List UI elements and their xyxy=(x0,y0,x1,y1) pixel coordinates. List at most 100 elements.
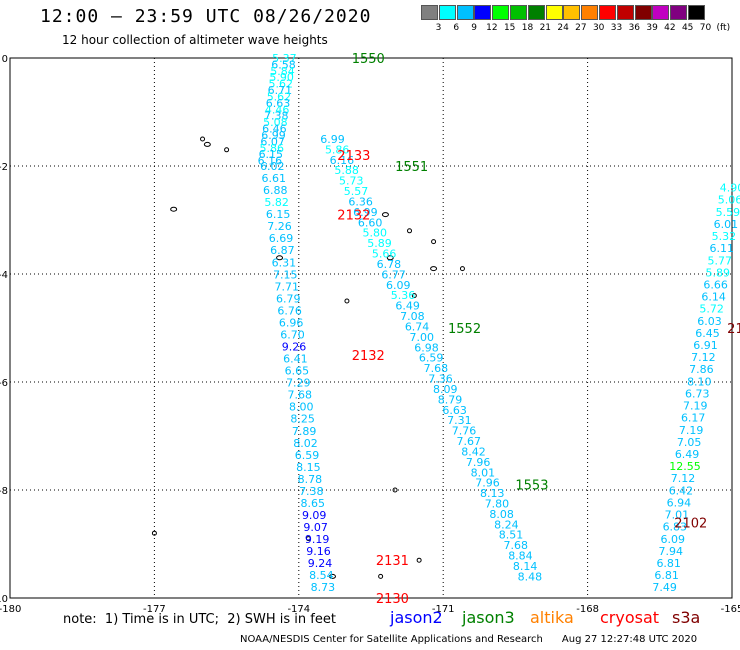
wave-height-value: 5.37 xyxy=(272,52,297,65)
wave-height-value: 8.10 xyxy=(687,375,712,388)
x-tick-label: -177 xyxy=(143,604,166,615)
wave-height-value: 7.68 xyxy=(288,389,313,402)
satellite-legend-item: jason2 xyxy=(390,608,443,627)
wave-height-value: 7.00 xyxy=(410,331,435,344)
island-outline xyxy=(276,255,284,261)
scale-label: (ft) xyxy=(716,23,731,33)
map-frame xyxy=(9,57,733,599)
scale-label: 36 xyxy=(628,23,641,33)
wave-height-value: 7.38 xyxy=(299,485,324,498)
wave-height-value: 6.11 xyxy=(710,242,735,255)
scale-label: 18 xyxy=(521,23,534,33)
wave-height-value: 5.06 xyxy=(718,194,740,207)
pass-time-label: 2132 xyxy=(337,209,370,224)
wave-height-value: 6.76 xyxy=(277,304,302,317)
wave-height-value: 6.15 xyxy=(266,208,291,221)
wave-height-value: 6.42 xyxy=(669,484,694,497)
island-outline xyxy=(328,573,336,579)
wave-height-value: 8.42 xyxy=(461,445,486,458)
wave-height-value: 6.07 xyxy=(260,135,285,148)
wave-height-value: 8.02 xyxy=(293,437,318,450)
y-tick-label: -8 xyxy=(0,486,8,497)
scale-swatch xyxy=(545,5,563,20)
wave-height-value: 7.76 xyxy=(452,425,477,438)
wave-height-value: 5.62 xyxy=(269,78,294,91)
wave-height-value: 6.61 xyxy=(262,172,287,185)
y-tick-label: -2 xyxy=(0,162,8,173)
wave-height-value: 12.55 xyxy=(669,460,701,473)
pass-time-label: 21 xyxy=(727,322,740,337)
wave-height-value: 6.49 xyxy=(675,448,700,461)
scale-swatch xyxy=(581,5,599,20)
wave-height-value: 9.09 xyxy=(302,509,327,522)
wave-height-value: 5.57 xyxy=(344,185,369,198)
wave-height-value: 5.77 xyxy=(707,254,732,267)
pass-time-label: 2130 xyxy=(376,592,409,607)
scale-swatch xyxy=(688,5,705,20)
wave-height-value: 5.89 xyxy=(367,237,392,250)
satellite-legend-item: jason3 xyxy=(462,608,515,627)
island-outline xyxy=(431,239,437,245)
wave-height-value: 7.05 xyxy=(677,436,702,449)
wave-height-value: 8.54 xyxy=(309,569,334,582)
pass-time-label: 1552 xyxy=(448,322,481,337)
pass-time-label: 1551 xyxy=(395,160,428,175)
wave-height-value: 7.36 xyxy=(428,373,453,386)
wave-height-value: 5.66 xyxy=(372,248,397,261)
wave-height-value: 9.07 xyxy=(303,521,328,534)
wave-height-value: 6.99 xyxy=(353,206,378,219)
wave-height-value: 6.31 xyxy=(272,256,297,269)
wave-height-value: 6.63 xyxy=(266,97,291,110)
wave-height-value: 5.84 xyxy=(270,65,295,78)
pass-time-label: 2102 xyxy=(674,516,707,531)
island-outline xyxy=(459,266,465,272)
wave-height-value: 5.86 xyxy=(259,142,284,155)
footnote: note: 1) Time is in UTC; 2) SWH is in fe… xyxy=(63,612,336,627)
wave-height-value: 6.96 xyxy=(279,316,304,329)
scale-swatch xyxy=(616,5,634,20)
scale-label: 15 xyxy=(503,23,516,33)
scale-label: 12 xyxy=(486,23,498,33)
wave-height-value: 6.99 xyxy=(261,129,286,142)
wave-height-value: 6.98 xyxy=(414,341,439,354)
wave-height-value: 5.86 xyxy=(325,143,350,156)
wave-height-value: 8.09 xyxy=(433,383,458,396)
wave-height-value: 7.80 xyxy=(485,498,510,511)
wave-height-value: 6.41 xyxy=(283,353,308,366)
wave-height-value: 5.90 xyxy=(269,71,294,84)
wave-height-value: 8.01 xyxy=(471,466,496,479)
island-outline xyxy=(203,141,211,147)
wave-height-value: 7.89 xyxy=(292,425,317,438)
scale-swatch xyxy=(670,5,688,20)
wave-height-value: 6.60 xyxy=(358,216,383,229)
wave-height-value: 6.02 xyxy=(260,160,285,173)
wave-height-value: 6.16 xyxy=(330,154,355,167)
scale-swatch xyxy=(652,5,670,20)
scale-swatch xyxy=(438,5,456,20)
wave-height-value: 6.73 xyxy=(685,387,710,400)
wave-height-value: 6.45 xyxy=(695,327,720,340)
wave-height-value: 8.79 xyxy=(438,393,463,406)
wave-height-value: 6.99 xyxy=(320,133,345,146)
scale-label: 30 xyxy=(592,23,605,33)
wave-height-value: 7.12 xyxy=(671,472,696,485)
wave-height-value: 7.19 xyxy=(683,400,708,413)
wave-height-value: 6.81 xyxy=(654,569,679,582)
wave-height-value: 6.71 xyxy=(268,84,293,97)
wave-height-value: 7.67 xyxy=(457,435,482,448)
island-outline xyxy=(386,255,394,261)
scale-label: 9 xyxy=(471,23,477,33)
wave-height-value: 7.19 xyxy=(679,424,704,437)
wave-height-value: 6.58 xyxy=(271,58,296,71)
wave-height-value: 6.15 xyxy=(259,148,284,161)
wave-height-value: 7.71 xyxy=(275,280,300,293)
scale-swatch xyxy=(510,5,527,20)
wave-height-value: 7.01 xyxy=(665,509,690,522)
island-outline xyxy=(392,487,398,493)
wave-height-value: 8.73 xyxy=(311,581,336,594)
island-outline xyxy=(430,266,438,272)
wave-height-value: 8.65 xyxy=(301,497,326,510)
credit-line: NOAA/NESDIS Center for Satellite Applica… xyxy=(240,634,698,645)
island-outline xyxy=(381,212,389,218)
